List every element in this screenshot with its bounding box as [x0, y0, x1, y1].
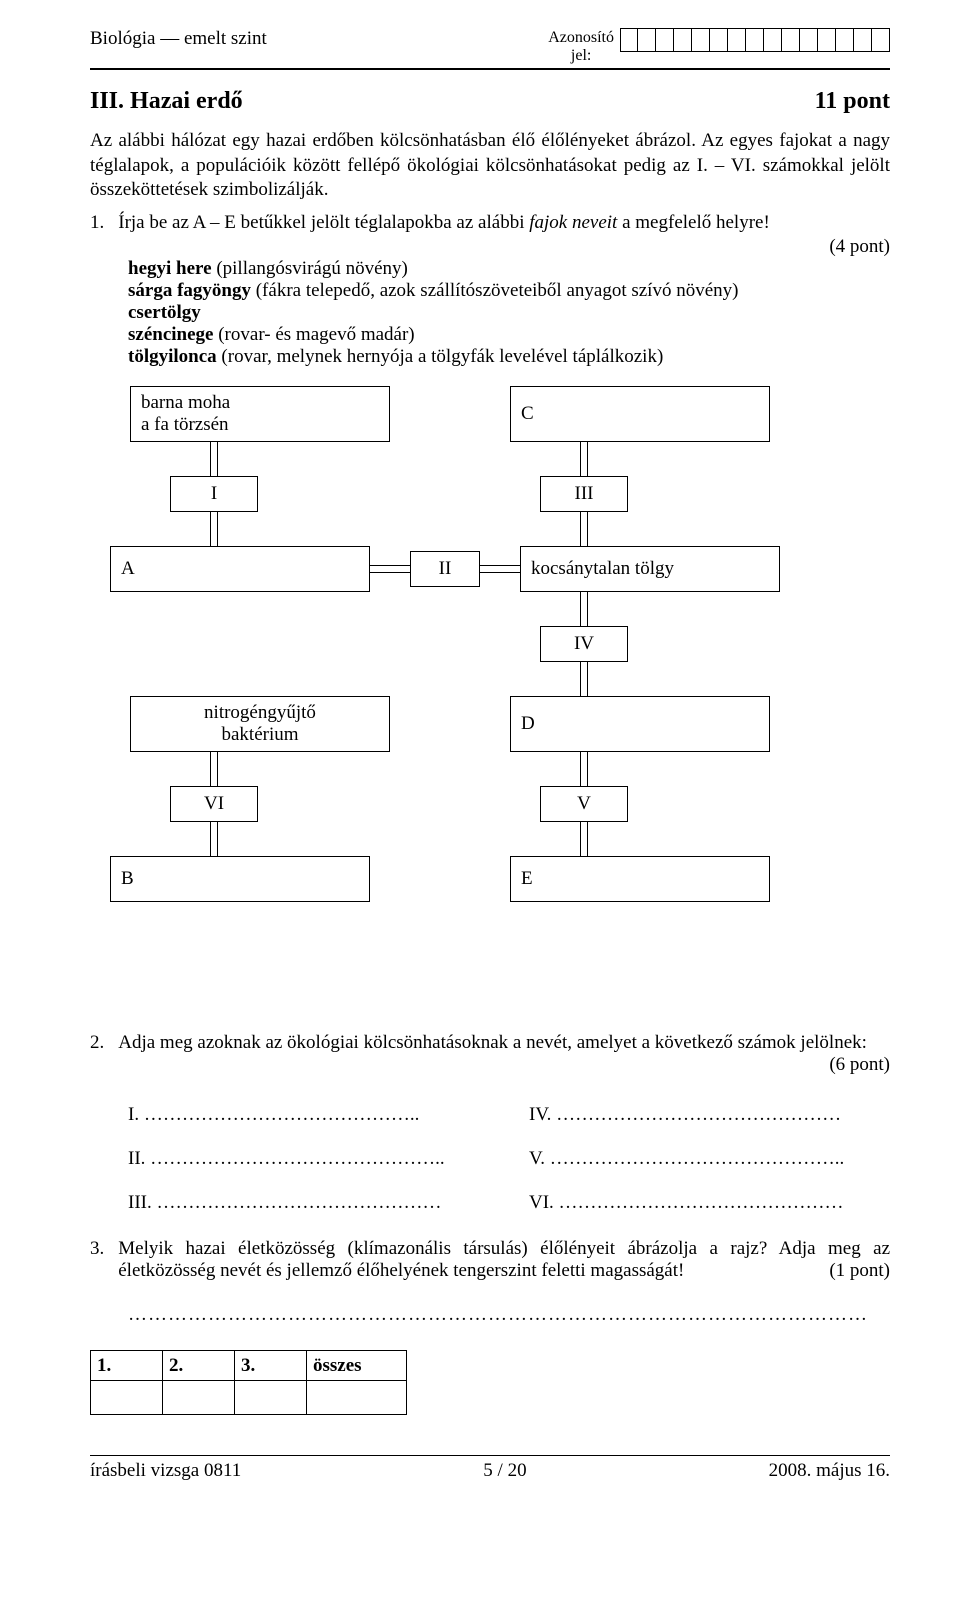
score-cell-1[interactable] [91, 1381, 163, 1415]
question-2-number: 2. [90, 1032, 104, 1076]
box-roman-2: II [410, 551, 480, 587]
header-rule [90, 68, 890, 70]
score-col-3: 3. [235, 1351, 307, 1381]
species-4: széncinege (rovar- és magevő madár) [128, 324, 890, 346]
box-roman-1: I [170, 476, 258, 512]
box-nitrogen: nitrogéngyűjtő baktérium [130, 696, 390, 752]
answer-i[interactable]: I. …………………………………….. [128, 1104, 489, 1126]
box-roman-5: V [540, 786, 628, 822]
box-a[interactable]: A [110, 546, 370, 592]
box-barna-moha: barna moha a fa törzsén [130, 386, 390, 442]
connector [210, 752, 218, 786]
connector [580, 512, 588, 546]
section-title: III. Hazai erdő [90, 88, 243, 115]
footer-right: 2008. május 16. [769, 1460, 890, 1482]
connector [580, 592, 588, 626]
answer-v[interactable]: V. ……………………………………….. [529, 1148, 890, 1170]
question-2-points: (6 pont) [829, 1054, 890, 1076]
page-header: Biológia — emelt szint Azonosító jel: [90, 28, 890, 64]
connector [580, 662, 588, 696]
box-c[interactable]: C [510, 386, 770, 442]
score-cell-2[interactable] [163, 1381, 235, 1415]
question-2-text: Adja meg azoknak az ökológiai kölcsönhat… [118, 1032, 890, 1076]
box-roman-6: VI [170, 786, 258, 822]
answer-vi[interactable]: VI. ……………………………………… [529, 1192, 890, 1214]
box-kocsanytalan: kocsánytalan tölgy [520, 546, 780, 592]
question-1-points: (4 pont) [90, 236, 890, 258]
box-roman-4: IV [540, 626, 628, 662]
score-col-1: 1. [91, 1351, 163, 1381]
section-title-row: III. Hazai erdő 11 pont [90, 88, 890, 115]
page-footer: írásbeli vizsga 0811 5 / 20 2008. május … [90, 1460, 890, 1482]
species-2: sárga fagyöngy (fákra telepedő, azok szá… [128, 280, 890, 302]
answers-grid: I. …………………………………….. IV. ……………………………………… … [128, 1104, 890, 1214]
score-table: 1. 2. 3. összes [90, 1350, 407, 1415]
box-d[interactable]: D [510, 696, 770, 752]
id-grid[interactable] [620, 28, 890, 52]
subject-label: Biológia — emelt szint [90, 28, 267, 50]
score-col-total: összes [307, 1351, 407, 1381]
connector [370, 565, 410, 573]
connector [210, 442, 218, 476]
question-1-number: 1. [90, 212, 104, 234]
answer-iv[interactable]: IV. ……………………………………… [529, 1104, 890, 1126]
question-3-points: (1 pont) [829, 1260, 890, 1282]
species-1: hegyi here (pillangósvirágú növény) [128, 258, 890, 280]
score-cell-3[interactable] [235, 1381, 307, 1415]
connector [210, 822, 218, 856]
box-roman-3: III [540, 476, 628, 512]
footer-mid: 5 / 20 [483, 1460, 526, 1482]
species-list: hegyi here (pillangósvirágú növény) sárg… [128, 258, 890, 368]
connector [210, 512, 218, 546]
connector [580, 442, 588, 476]
question-3: 3. Melyik hazai életközösség (klímazonál… [90, 1238, 890, 1282]
connector [480, 565, 520, 573]
question-1-text: Írja be az A – E betűkkel jelölt téglala… [118, 212, 890, 234]
id-block: Azonosító jel: [548, 28, 890, 64]
question-3-number: 3. [90, 1238, 104, 1282]
connector [580, 752, 588, 786]
answer-ii[interactable]: II. ……………………………………….. [128, 1148, 489, 1170]
question-2: 2. Adja meg azoknak az ökológiai kölcsön… [90, 1032, 890, 1076]
connector [580, 822, 588, 856]
question-3-text: Melyik hazai életközösség (klímazonális … [118, 1238, 890, 1282]
ecology-diagram: barna moha a fa törzsén C I III A II koc… [110, 386, 890, 1006]
id-label: Azonosító jel: [548, 28, 614, 64]
box-b[interactable]: B [110, 856, 370, 902]
section-points: 11 pont [815, 88, 890, 115]
score-col-2: 2. [163, 1351, 235, 1381]
question-1: 1. Írja be az A – E betűkkel jelölt tégl… [90, 212, 890, 234]
score-cell-total[interactable] [307, 1381, 407, 1415]
box-e[interactable]: E [510, 856, 770, 902]
question-3-answer-line[interactable]: ………………………………………………………………………………………………… [128, 1304, 890, 1326]
intro-paragraph: Az alábbi hálózat egy hazai erdőben kölc… [90, 129, 890, 202]
answer-iii[interactable]: III. ……………………………………… [128, 1192, 489, 1214]
species-5: tölgyilonca (rovar, melynek hernyója a t… [128, 346, 890, 368]
footer-rule [90, 1455, 890, 1456]
footer-left: írásbeli vizsga 0811 [90, 1460, 241, 1482]
species-3: csertölgy [128, 302, 890, 324]
